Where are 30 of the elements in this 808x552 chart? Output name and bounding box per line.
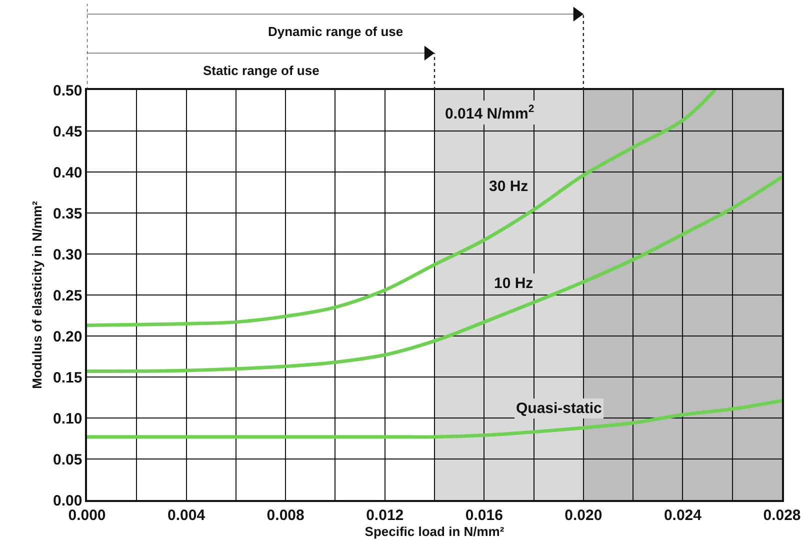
- y-tick-label: 0.10: [53, 410, 82, 428]
- series-label: 10 Hz: [494, 275, 534, 292]
- y-tick-label: 0.50: [53, 82, 82, 100]
- y-tick-label: 0.05: [53, 451, 82, 468]
- x-tick-label: 0.004: [168, 506, 206, 524]
- x-tick-label: 0.028: [763, 506, 801, 524]
- series-label: Quasi-static: [516, 400, 602, 417]
- line-series: [87, 90, 717, 328]
- y-tick-label: 0.40: [53, 164, 82, 182]
- line-series: [87, 399, 782, 439]
- x-axis-title: Specific load in N/mm²: [364, 524, 505, 539]
- x-tick-label: 0.012: [366, 506, 404, 524]
- y-tick-label: 0.30: [53, 246, 82, 264]
- y-tick-label: 0.35: [53, 205, 82, 222]
- text: Static range of use: [203, 63, 320, 78]
- x-tick-label: 0.008: [266, 506, 304, 524]
- y-tick-label: 0.45: [53, 123, 82, 140]
- text: Dynamic range of use: [268, 24, 404, 39]
- x-tick-label: 0.000: [68, 506, 106, 524]
- y-tick-label: 0.00: [53, 492, 82, 510]
- x-tick-label: 0.020: [564, 506, 602, 524]
- y-tick-label: 0.20: [53, 328, 82, 346]
- x-tick-label: 0.016: [465, 506, 503, 524]
- y-tick-label: 0.25: [53, 287, 82, 304]
- series-label: 30 Hz: [489, 178, 528, 195]
- x-tick-label: 0.024: [664, 506, 702, 524]
- y-tick-label: 0.15: [53, 369, 82, 386]
- annotation: 0.014 N/mm$^{2}$: [445, 103, 534, 122]
- line-series: [87, 175, 782, 374]
- y-axis-title: Modulus of elasticity in N/mm²: [29, 200, 44, 389]
